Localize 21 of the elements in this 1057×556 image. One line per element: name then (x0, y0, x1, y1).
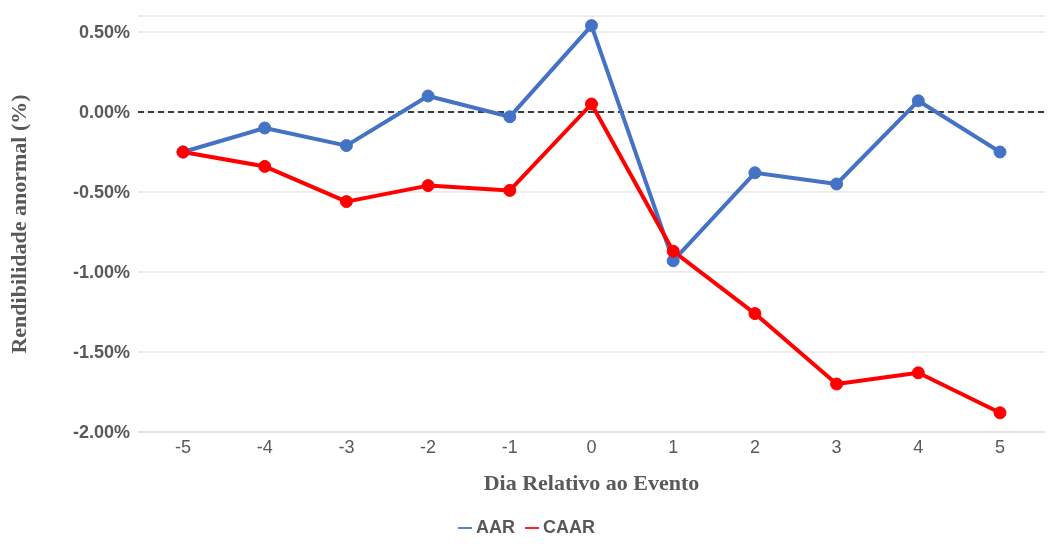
y-axis-title: Rendibilidade anormal (%) (5, 94, 31, 354)
x-tick-label: 1 (668, 436, 679, 457)
y-tick-label: -1.00% (72, 262, 130, 283)
x-tick-label: -2 (420, 436, 437, 457)
x-tick-label: -3 (338, 436, 355, 457)
y-tick-label: -2.00% (72, 422, 130, 443)
x-tick-label: -4 (256, 436, 273, 457)
x-tick-label: 2 (749, 436, 760, 457)
x-tick-label: 3 (831, 436, 842, 457)
y-tick-label: 0.00% (78, 102, 130, 123)
x-tick-label: -1 (501, 436, 518, 457)
y-tick-label: -1.50% (72, 342, 130, 363)
x-tick-label: 5 (994, 436, 1006, 457)
x-axis-title: Dia Relativo ao Evento (483, 469, 700, 495)
x-tick-label: -5 (174, 436, 192, 457)
x-tick-label: 0 (586, 436, 597, 457)
y-tick-label: -0.50% (72, 182, 130, 203)
legend-label: AAR (476, 517, 515, 537)
y-tick-label: 0.50% (78, 22, 130, 43)
legend-label: CAAR (543, 517, 595, 537)
x-tick-label: 4 (913, 436, 924, 457)
